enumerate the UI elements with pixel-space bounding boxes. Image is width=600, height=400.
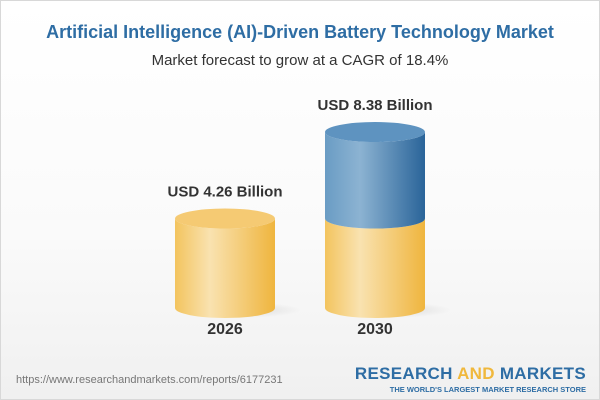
- bar-2030-base: [325, 218, 425, 318]
- category-label: 2026: [207, 321, 243, 338]
- research-and-markets-logo: RESEARCH AND MARKETS THE WORLD'S LARGEST…: [354, 364, 586, 394]
- chart-subtitle: Market forecast to grow at a CAGR of 18.…: [151, 52, 449, 69]
- bar-2030-growth: [325, 132, 425, 229]
- chart-title: Artificial Intelligence (AI)-Driven Batt…: [46, 22, 554, 42]
- cylinder-top: [175, 208, 275, 229]
- data-label: USD 4.26 Billion: [167, 184, 282, 201]
- bar-2026: [175, 218, 275, 318]
- category-label: 2030: [357, 321, 393, 338]
- data-label: USD 8.38 Billion: [317, 97, 432, 114]
- source-url[interactable]: https://www.researchandmarkets.com/repor…: [16, 374, 283, 386]
- cylinder-top: [325, 122, 425, 143]
